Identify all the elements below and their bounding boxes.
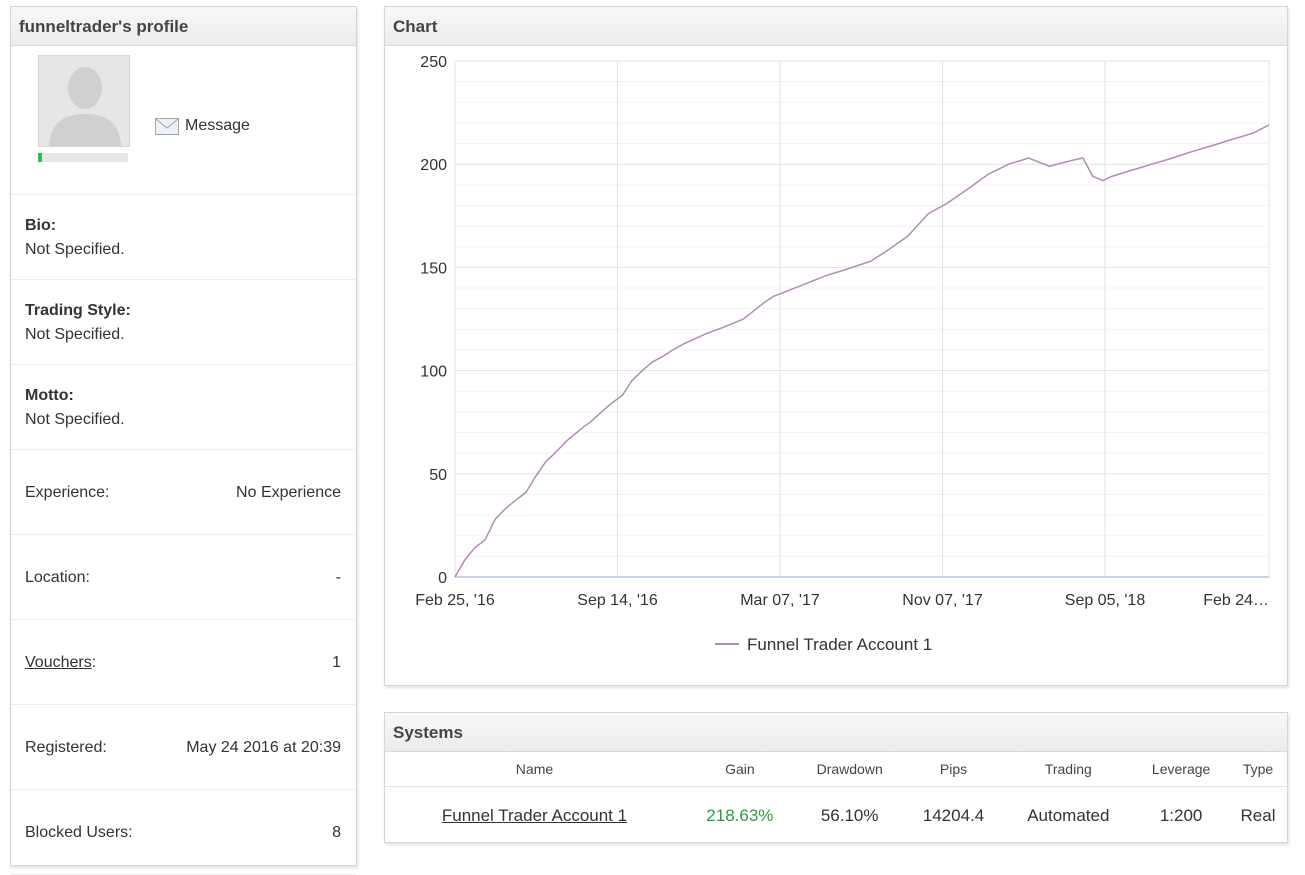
- col-type[interactable]: Type: [1229, 752, 1287, 787]
- systems-table: Name Gain Drawdown Pips Trading Leverage…: [385, 752, 1287, 845]
- profile-title: funneltrader's profile: [11, 7, 356, 46]
- x-tick-label: Sep 14, '16: [577, 592, 658, 609]
- y-tick-label: 200: [420, 157, 447, 174]
- plot-area: [454, 60, 1270, 578]
- vouchers-value: 1: [332, 654, 341, 671]
- y-tick-label: 0: [438, 570, 447, 587]
- chart-panel: Chart 0 50 100 150 200 250 Feb 25, '16 Sep 14, …: [384, 6, 1288, 686]
- col-leverage[interactable]: Leverage: [1133, 752, 1230, 787]
- avatar-area: Message: [11, 46, 356, 195]
- table-row: Funnel Trader Account 1 218.63% 56.10% 1…: [385, 787, 1287, 846]
- bio-label: Bio:: [25, 217, 57, 234]
- experience-row: Experience: No Experience: [11, 450, 356, 535]
- y-tick-label: 50: [429, 467, 447, 484]
- system-name-link[interactable]: Funnel Trader Account 1: [441, 806, 628, 825]
- col-trading[interactable]: Trading: [1003, 752, 1134, 787]
- col-drawdown[interactable]: Drawdown: [795, 752, 904, 787]
- system-gain: 218.63%: [706, 806, 774, 825]
- motto-label: Motto:: [25, 387, 74, 404]
- location-value: -: [335, 569, 341, 586]
- system-drawdown: 56.10%: [820, 806, 879, 825]
- bio-row: Bio: Not Specified.: [11, 195, 356, 280]
- series-line: [454, 124, 1270, 578]
- envelope-icon: [155, 117, 179, 135]
- system-name-cell: Funnel Trader Account 1: [385, 787, 684, 846]
- systems-panel: Systems Name Gain Drawdown Pips Trading …: [384, 712, 1288, 843]
- blocked-users-value: 8: [332, 824, 341, 841]
- trading-style-label: Trading Style:: [25, 302, 131, 319]
- registered-row: Registered: May 24 2016 at 20:39: [11, 705, 356, 790]
- blocked-users-row: Blocked Users: 8: [11, 790, 356, 875]
- message-button[interactable]: Message: [155, 117, 250, 135]
- y-tick-label: 150: [420, 260, 447, 277]
- reputation-bar-fill: [38, 153, 42, 162]
- experience-label: Experience:: [25, 484, 110, 501]
- trading-style-row: Trading Style: Not Specified.: [11, 280, 356, 365]
- avatar[interactable]: [38, 55, 130, 147]
- chart-title: Chart: [385, 7, 1287, 46]
- system-leverage: 1:200: [1159, 806, 1203, 825]
- location-label: Location:: [25, 569, 90, 586]
- legend-label: Funnel Trader Account 1: [747, 635, 932, 654]
- y-tick-label: 250: [420, 54, 447, 71]
- vouchers-colon: :: [91, 654, 97, 671]
- motto-value: Not Specified.: [25, 411, 125, 428]
- x-tick-label: Feb 24…: [1203, 592, 1269, 609]
- x-tick-label: Mar 07, '17: [740, 592, 820, 609]
- x-tick-label: Sep 05, '18: [1065, 592, 1146, 609]
- system-type: Real: [1240, 806, 1276, 825]
- col-pips[interactable]: Pips: [903, 752, 1004, 787]
- x-tick-label: Nov 07, '17: [902, 592, 983, 609]
- user-silhouette-icon: [39, 56, 129, 146]
- y-tick-label: 100: [420, 364, 447, 381]
- message-label: Message: [185, 117, 250, 134]
- system-pips: 14204.4: [922, 806, 985, 825]
- blocked-users-label: Blocked Users:: [25, 824, 133, 841]
- systems-header-row: Name Gain Drawdown Pips Trading Leverage…: [385, 752, 1287, 787]
- registered-label: Registered:: [25, 739, 107, 756]
- reputation-bar: [38, 153, 128, 162]
- x-tick-label: Feb 25, '16: [415, 592, 495, 609]
- systems-title: Systems: [385, 713, 1287, 752]
- vouchers-link[interactable]: Vouchers: [25, 654, 92, 671]
- vouchers-row: Vouchers: 1: [11, 620, 356, 705]
- col-name[interactable]: Name: [385, 752, 684, 787]
- col-gain[interactable]: Gain: [683, 752, 796, 787]
- location-row: Location: -: [11, 535, 356, 620]
- growth-chart[interactable]: 0 50 100 150 200 250 Feb 25, '16 Sep 14, '16 Mar…: [385, 46, 1287, 685]
- trading-style-value: Not Specified.: [25, 326, 125, 343]
- bio-value: Not Specified.: [25, 241, 125, 258]
- registered-value: May 24 2016 at 20:39: [186, 739, 341, 756]
- experience-value: No Experience: [236, 484, 341, 501]
- profile-panel: funneltrader's profile Message Bio: Not …: [10, 6, 357, 875]
- vouchers-label-wrap: Vouchers:: [25, 654, 96, 672]
- system-trading: Automated: [1027, 806, 1110, 825]
- motto-row: Motto: Not Specified.: [11, 365, 356, 450]
